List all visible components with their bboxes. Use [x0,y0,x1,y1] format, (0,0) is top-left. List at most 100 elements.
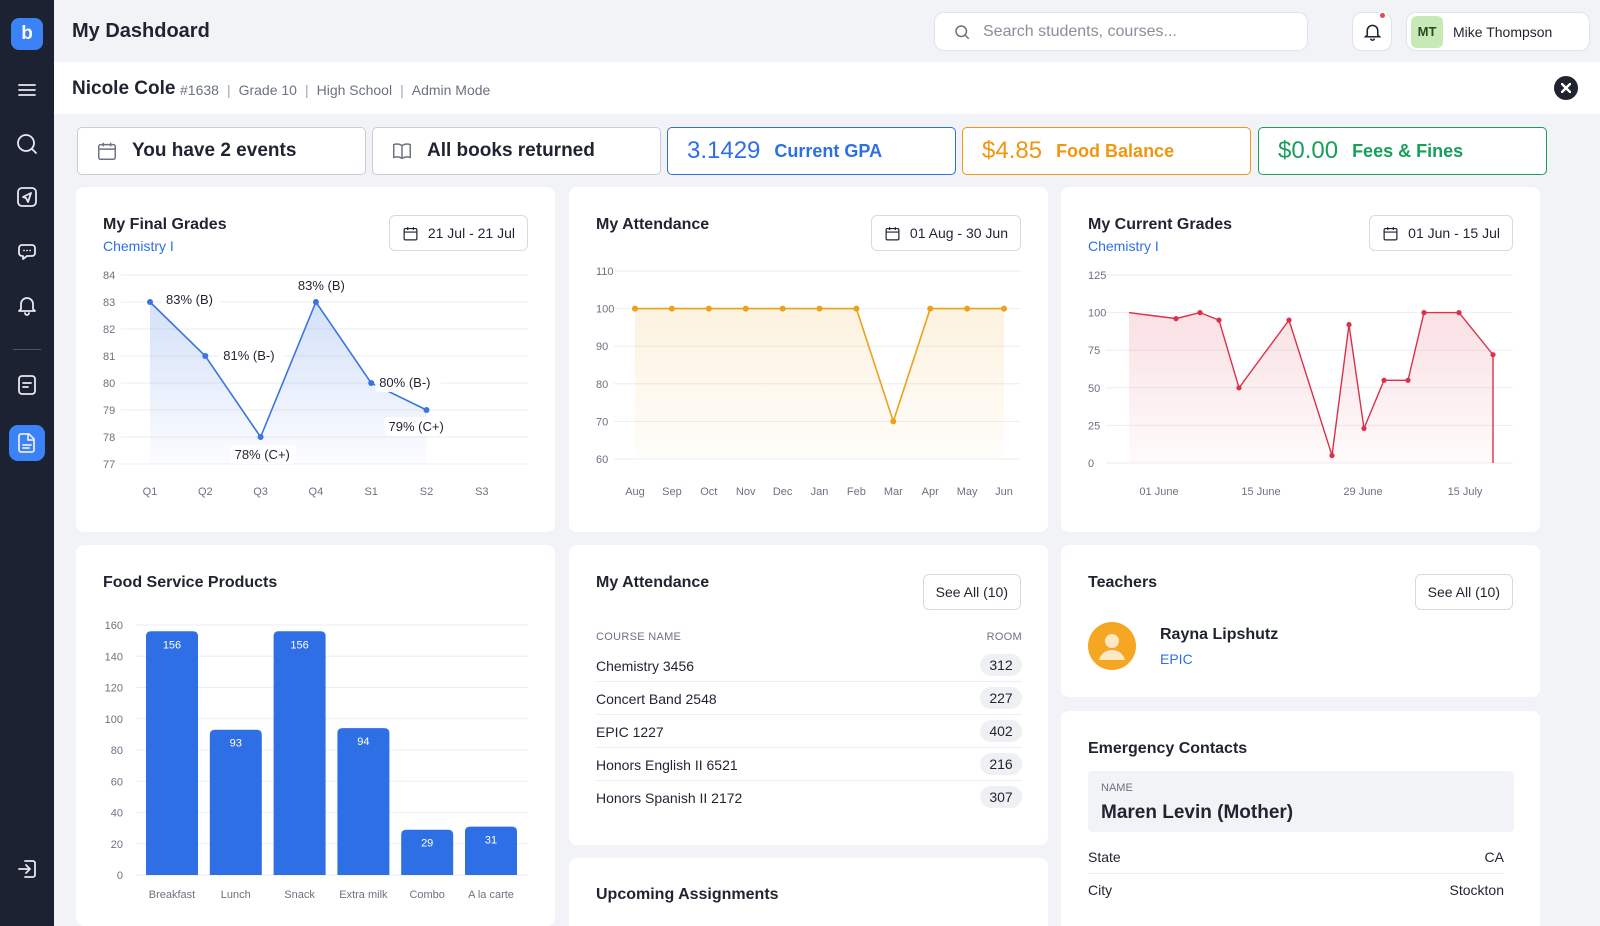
data-label: 80% (B-) [379,375,430,390]
card-subtitle[interactable]: Chemistry I [103,238,174,254]
table-row[interactable]: Honors English II 6521 216 [596,748,1022,781]
table-row[interactable]: EPIC 1227 402 [596,715,1022,748]
y-tick-label: 90 [596,341,608,353]
course-name: Chemistry 3456 [596,658,695,674]
search-box[interactable] [934,12,1308,51]
data-point [147,299,153,305]
table-row[interactable]: Chemistry 3456 312 [596,649,1022,682]
bar-value-label: 31 [485,835,497,847]
data-point [1421,310,1427,316]
x-tick-label: A la carte [468,889,514,901]
logout-icon[interactable] [9,851,45,887]
see-all-button[interactable]: See All (10) [922,574,1021,610]
card-subtitle[interactable]: Chemistry I [1088,238,1159,254]
bar [465,826,517,875]
calendar-icon [1383,226,1398,240]
date-range-button[interactable]: 01 Jun - 15 Jul [1369,215,1513,251]
table-row[interactable]: Concert Band 2548 227 [596,682,1022,715]
teacher-name[interactable]: Rayna Lipshutz [1160,626,1279,643]
report-icon[interactable] [9,425,45,461]
x-tick-label: Apr [922,486,939,498]
y-tick-label: 140 [105,651,123,663]
data-point [742,305,749,312]
data-point [1346,322,1352,328]
events-card[interactable]: You have 2 events [77,127,366,175]
course-name: EPIC 1227 [596,724,664,740]
table-row[interactable]: Honors Spanish II 2172 307 [596,781,1022,814]
user-menu[interactable]: MT Mike Thompson [1406,12,1590,51]
data-point [312,299,319,305]
student-id: #1638 [180,82,219,98]
y-tick-label: 0 [117,870,123,882]
bell-icon[interactable] [9,287,45,323]
x-tick-label: Oct [700,486,717,498]
books-card[interactable]: All books returned [372,127,661,175]
user-name: Mike Thompson [1453,23,1553,40]
gpa-value: 3.1429 [687,137,761,164]
data-point [1456,310,1462,316]
teacher-subject[interactable]: EPIC [1160,651,1193,667]
document-icon[interactable] [9,367,45,403]
area-fill [635,308,1004,459]
room-badge: 227 [980,687,1022,709]
y-tick-label: 70 [596,416,608,428]
card-title: Upcoming Assignments [596,886,779,903]
data-point [1490,352,1496,358]
menu-icon[interactable] [9,72,45,108]
field-label: City [1088,882,1113,898]
fees-card[interactable]: $0.00 Fees & Fines [1258,127,1547,175]
chat-icon[interactable] [9,233,45,269]
calendar-icon [885,226,900,240]
data-label: 83% (B) [166,292,213,307]
room-badge: 307 [980,786,1022,808]
calendar-icon [403,226,418,240]
x-tick-label: 29 June [1343,486,1382,498]
area-fill [150,302,427,464]
data-label-bg [162,290,221,309]
student-grade: Grade 10 [238,82,297,98]
y-tick-label: 40 [111,808,123,820]
x-tick-label: Combo [409,889,444,901]
area-fill [1129,312,1493,463]
search-input[interactable] [983,13,1293,50]
data-point [1216,317,1222,323]
food-products-chart: 160 140 120 100 80 60 40 20 0 156 Breakfast 93 Lunch… [105,620,528,901]
date-range-button[interactable]: 01 Aug - 30 Jun [870,215,1021,251]
card-title: My Attendance [596,216,710,233]
x-tick-label: S1 [364,486,377,498]
bar-value-label: 29 [421,838,433,850]
see-all-button[interactable]: See All (10) [1414,574,1513,610]
sidebar: b [0,0,54,926]
x-tick-label: Sep [662,486,682,498]
y-tick-label: 78 [103,432,115,444]
x-tick-label: Q1 [143,486,158,498]
gpa-card[interactable]: 3.1429 Current GPA [667,127,956,175]
food-balance-value: $4.85 [982,137,1043,164]
book-icon [393,143,411,160]
notifications-button[interactable] [1352,11,1392,51]
date-range-button[interactable]: 21 Jul - 21 Jul [388,215,528,251]
data-point [202,353,209,359]
search-icon[interactable] [9,126,45,162]
send-icon[interactable] [9,179,45,215]
sidebar-divider [13,349,41,350]
app-logo[interactable]: b [11,18,43,50]
attendance-chart: 110 100 90 80 70 60 Aug Sep Oct Nov Dec Jan Feb Mar Ap… [596,266,1021,498]
x-tick-label: Nov [736,486,756,498]
room-badge: 312 [980,654,1022,676]
data-point [1286,317,1292,323]
search-icon [955,25,970,40]
y-tick-label: 100 [105,714,123,726]
x-tick-label: S2 [420,486,433,498]
gpa-label: Current GPA [774,140,883,161]
y-tick-label: 77 [103,459,115,471]
food-balance-card[interactable]: $4.85 Food Balance [962,127,1251,175]
close-button[interactable] [1554,76,1578,100]
food-balance-label: Food Balance [1056,140,1175,161]
bar [146,631,198,875]
y-tick-label: 81 [103,351,115,363]
y-tick-label: 125 [1088,270,1106,282]
data-point [1329,452,1335,459]
contact-name: Maren Levin (Mother) [1101,802,1294,823]
data-point [668,305,675,312]
